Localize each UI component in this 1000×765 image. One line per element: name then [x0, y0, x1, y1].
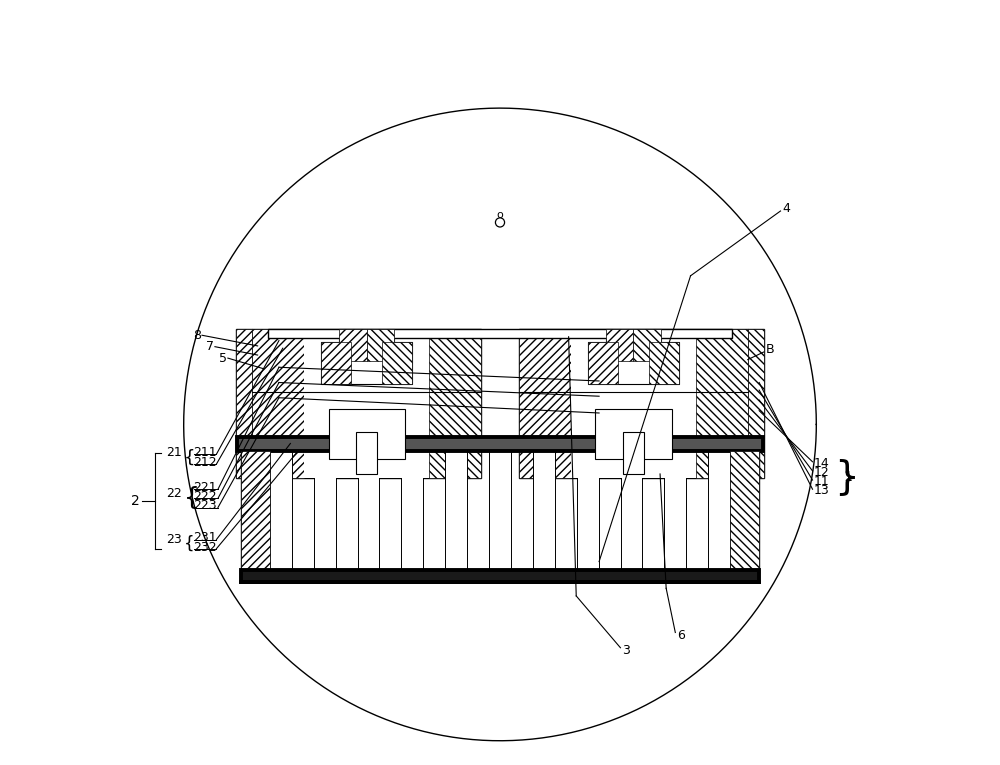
- Bar: [367, 329, 394, 361]
- Bar: [328, 409, 405, 459]
- Bar: [356, 432, 377, 474]
- Bar: [252, 392, 304, 478]
- Bar: [268, 329, 732, 338]
- Text: 21: 21: [166, 446, 181, 459]
- Bar: [339, 329, 394, 361]
- Bar: [304, 329, 429, 478]
- Bar: [664, 451, 686, 573]
- Text: 231: 231: [194, 532, 217, 545]
- Bar: [237, 438, 763, 451]
- Bar: [730, 451, 759, 573]
- Text: 23: 23: [166, 533, 181, 546]
- Text: 222: 222: [194, 490, 217, 503]
- Bar: [445, 451, 467, 573]
- Bar: [621, 451, 642, 573]
- Bar: [252, 329, 481, 478]
- Bar: [321, 342, 412, 384]
- Bar: [748, 329, 764, 478]
- Bar: [571, 329, 696, 478]
- Text: 12: 12: [814, 466, 830, 479]
- Bar: [748, 329, 764, 478]
- Text: 22: 22: [166, 487, 181, 500]
- Bar: [633, 329, 661, 361]
- Bar: [708, 451, 730, 573]
- Bar: [623, 432, 644, 474]
- Bar: [339, 329, 367, 361]
- Text: 7: 7: [206, 340, 214, 353]
- Bar: [730, 451, 759, 573]
- Bar: [236, 329, 252, 478]
- Text: 13: 13: [814, 484, 830, 497]
- Bar: [241, 451, 270, 573]
- Bar: [314, 451, 336, 573]
- Bar: [519, 329, 748, 478]
- Text: {: {: [184, 486, 200, 509]
- Text: {: {: [184, 449, 195, 467]
- Bar: [595, 409, 672, 459]
- Bar: [489, 451, 511, 573]
- Bar: [588, 342, 679, 384]
- Bar: [252, 329, 304, 392]
- Bar: [606, 329, 661, 361]
- Bar: [241, 570, 759, 582]
- Bar: [519, 392, 571, 478]
- Text: 4: 4: [782, 202, 790, 215]
- Text: }: }: [834, 458, 859, 496]
- Text: 1: 1: [843, 470, 852, 484]
- Text: 8: 8: [193, 329, 201, 342]
- Bar: [588, 342, 618, 384]
- Bar: [401, 451, 423, 573]
- Bar: [382, 342, 412, 384]
- Bar: [429, 392, 481, 478]
- Text: {: {: [184, 534, 194, 552]
- Text: 6: 6: [677, 629, 685, 642]
- Bar: [696, 329, 748, 392]
- Bar: [606, 329, 633, 361]
- Bar: [241, 451, 270, 573]
- Text: 221: 221: [194, 481, 217, 494]
- Text: 223: 223: [194, 500, 217, 513]
- Bar: [649, 342, 679, 384]
- Text: 211: 211: [194, 446, 217, 459]
- Bar: [696, 392, 748, 478]
- Text: B: B: [765, 343, 774, 356]
- Bar: [321, 342, 351, 384]
- Text: 2: 2: [131, 493, 140, 508]
- Bar: [429, 329, 481, 392]
- Text: 3: 3: [622, 644, 630, 657]
- Bar: [533, 451, 555, 573]
- Text: 232: 232: [194, 541, 217, 554]
- Text: 14: 14: [814, 457, 830, 470]
- Bar: [358, 451, 379, 573]
- Text: o: o: [497, 210, 503, 220]
- Bar: [519, 329, 571, 392]
- Text: 5: 5: [219, 352, 227, 365]
- Text: 212: 212: [194, 456, 217, 469]
- Text: 11: 11: [814, 475, 830, 488]
- Bar: [236, 329, 252, 478]
- Bar: [577, 451, 599, 573]
- Bar: [270, 451, 292, 573]
